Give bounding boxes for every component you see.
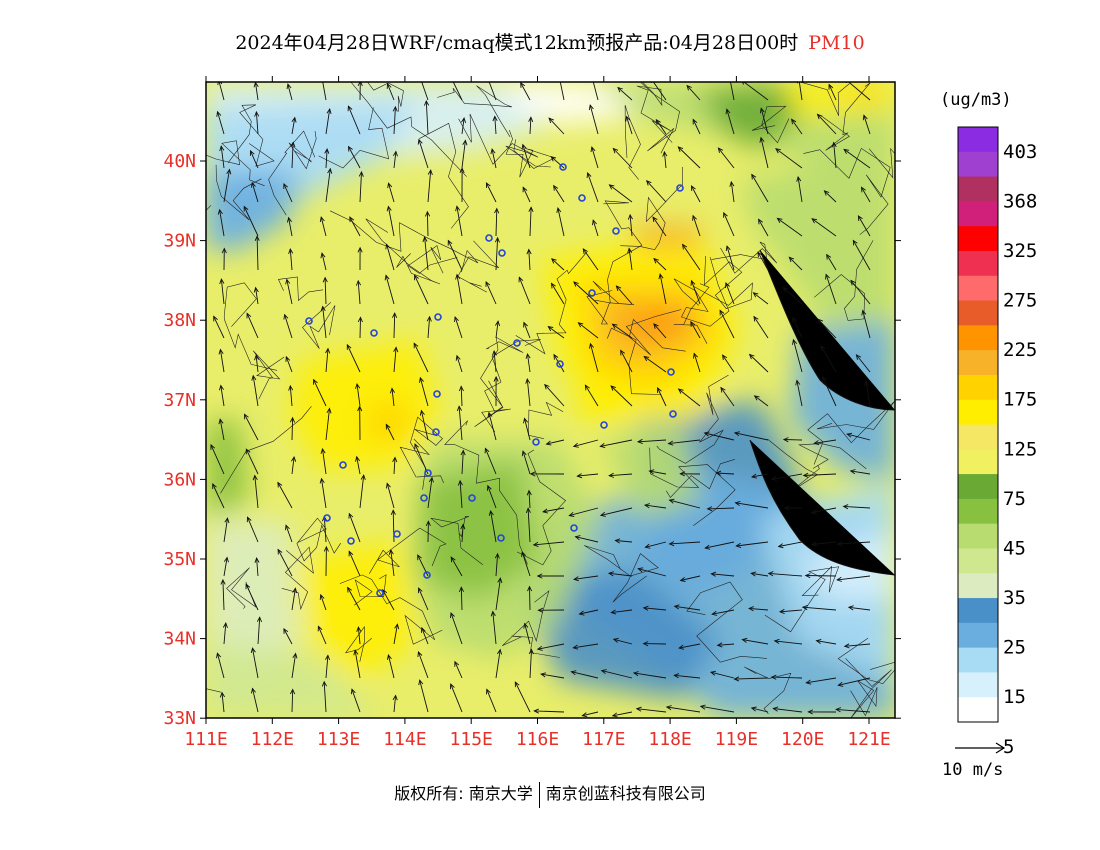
colorbar-label: 125 (1003, 438, 1037, 460)
city-markers (305, 163, 684, 597)
lat-tick-label: 37N (163, 390, 196, 411)
colorbar-label: 225 (1003, 339, 1037, 361)
lon-tick-label: 118E (648, 729, 691, 750)
colorbar: 403 368 325 275 225 175 125 75 45 35 25 15 5 (957, 126, 1037, 758)
map-title: 2024年04月28日WRF/cmaq模式12km预报产品:04月28日00时 P… (0, 28, 1100, 55)
colorbar-segment (958, 548, 998, 574)
colorbar-label: 175 (1003, 389, 1037, 411)
colorbar-label: 5 (1003, 736, 1014, 758)
colorbar-label: 368 (1003, 190, 1037, 212)
lon-tick-label: 111E (184, 729, 227, 750)
colorbar-segment (958, 449, 998, 475)
wind-scale-label: 10 m/s (942, 760, 1004, 780)
colorbar-segment (958, 350, 998, 376)
colorbar-segment (958, 399, 998, 425)
company-text: 南京创蓝科技有限公司 (545, 784, 706, 803)
lat-tick-label: 34N (163, 629, 196, 650)
colorbar-segment (958, 226, 998, 252)
lon-tick-label: 117E (582, 729, 625, 750)
lat-tick-label: 40N (163, 151, 196, 172)
lon-tick-label: 119E (715, 729, 758, 750)
copyright-text: 版权所有: 南京大学 (394, 784, 533, 803)
lon-tick-label: 120E (781, 729, 824, 750)
title-text: 2024年04月28日WRF/cmaq模式12km预报产品:04月28日00时 (235, 32, 799, 54)
colorbar-label: 25 (1003, 637, 1026, 659)
colorbar-label: 45 (1003, 537, 1026, 559)
colorbar-segment (958, 176, 998, 202)
colorbar-label: 275 (1003, 290, 1037, 312)
colorbar-segment (958, 647, 998, 673)
wind-vector-field (210, 82, 871, 718)
colorbar-segment (958, 127, 998, 153)
colorbar-segment (958, 598, 998, 624)
colorbar-label: 325 (1003, 240, 1037, 262)
colorbar-label: 15 (1003, 686, 1026, 708)
colorbar-segment (958, 424, 998, 450)
pollutant-label: PM10 (808, 32, 865, 54)
colorbar-segment (958, 275, 998, 302)
lon-tick-label: 114E (383, 729, 426, 750)
lon-tick-label: 121E (847, 729, 890, 750)
lon-tick-label: 116E (516, 729, 559, 750)
colorbar-segment (958, 672, 998, 698)
footer-divider (538, 781, 540, 808)
colorbar-segment (958, 325, 998, 351)
pm10-concentration-field (206, 82, 895, 718)
lat-tick-label: 33N (163, 708, 196, 729)
colorbar-segment (958, 573, 998, 599)
lat-tick-label: 35N (163, 549, 196, 570)
lat-tick-label: 38N (163, 310, 196, 331)
lon-tick-label: 113E (317, 729, 360, 750)
colorbar-segment (958, 250, 998, 277)
lat-tick-label: 36N (163, 469, 196, 490)
lon-tick-label: 115E (450, 729, 493, 750)
colorbar-segment (958, 151, 998, 178)
copyright-footer: 版权所有: 南京大学 南京创蓝科技有限公司 (0, 780, 1100, 808)
lat-tick-label: 39N (163, 231, 196, 252)
colorbar-segment (958, 697, 998, 723)
colorbar-segment (958, 300, 998, 326)
colorbar-segment (958, 201, 998, 227)
colorbar-label: 403 (1003, 141, 1037, 163)
colorbar-label: 35 (1003, 587, 1026, 609)
colorbar-segment (958, 498, 998, 525)
colorbar-units: (ug/m3) (940, 90, 1012, 110)
colorbar-segment (958, 374, 998, 401)
colorbar-segment (958, 474, 998, 500)
colorbar-segment (958, 622, 998, 649)
colorbar-label: 75 (1003, 488, 1026, 510)
lon-tick-label: 112E (251, 729, 294, 750)
colorbar-segment (958, 523, 998, 549)
wind-scale-arrow (955, 742, 1006, 754)
